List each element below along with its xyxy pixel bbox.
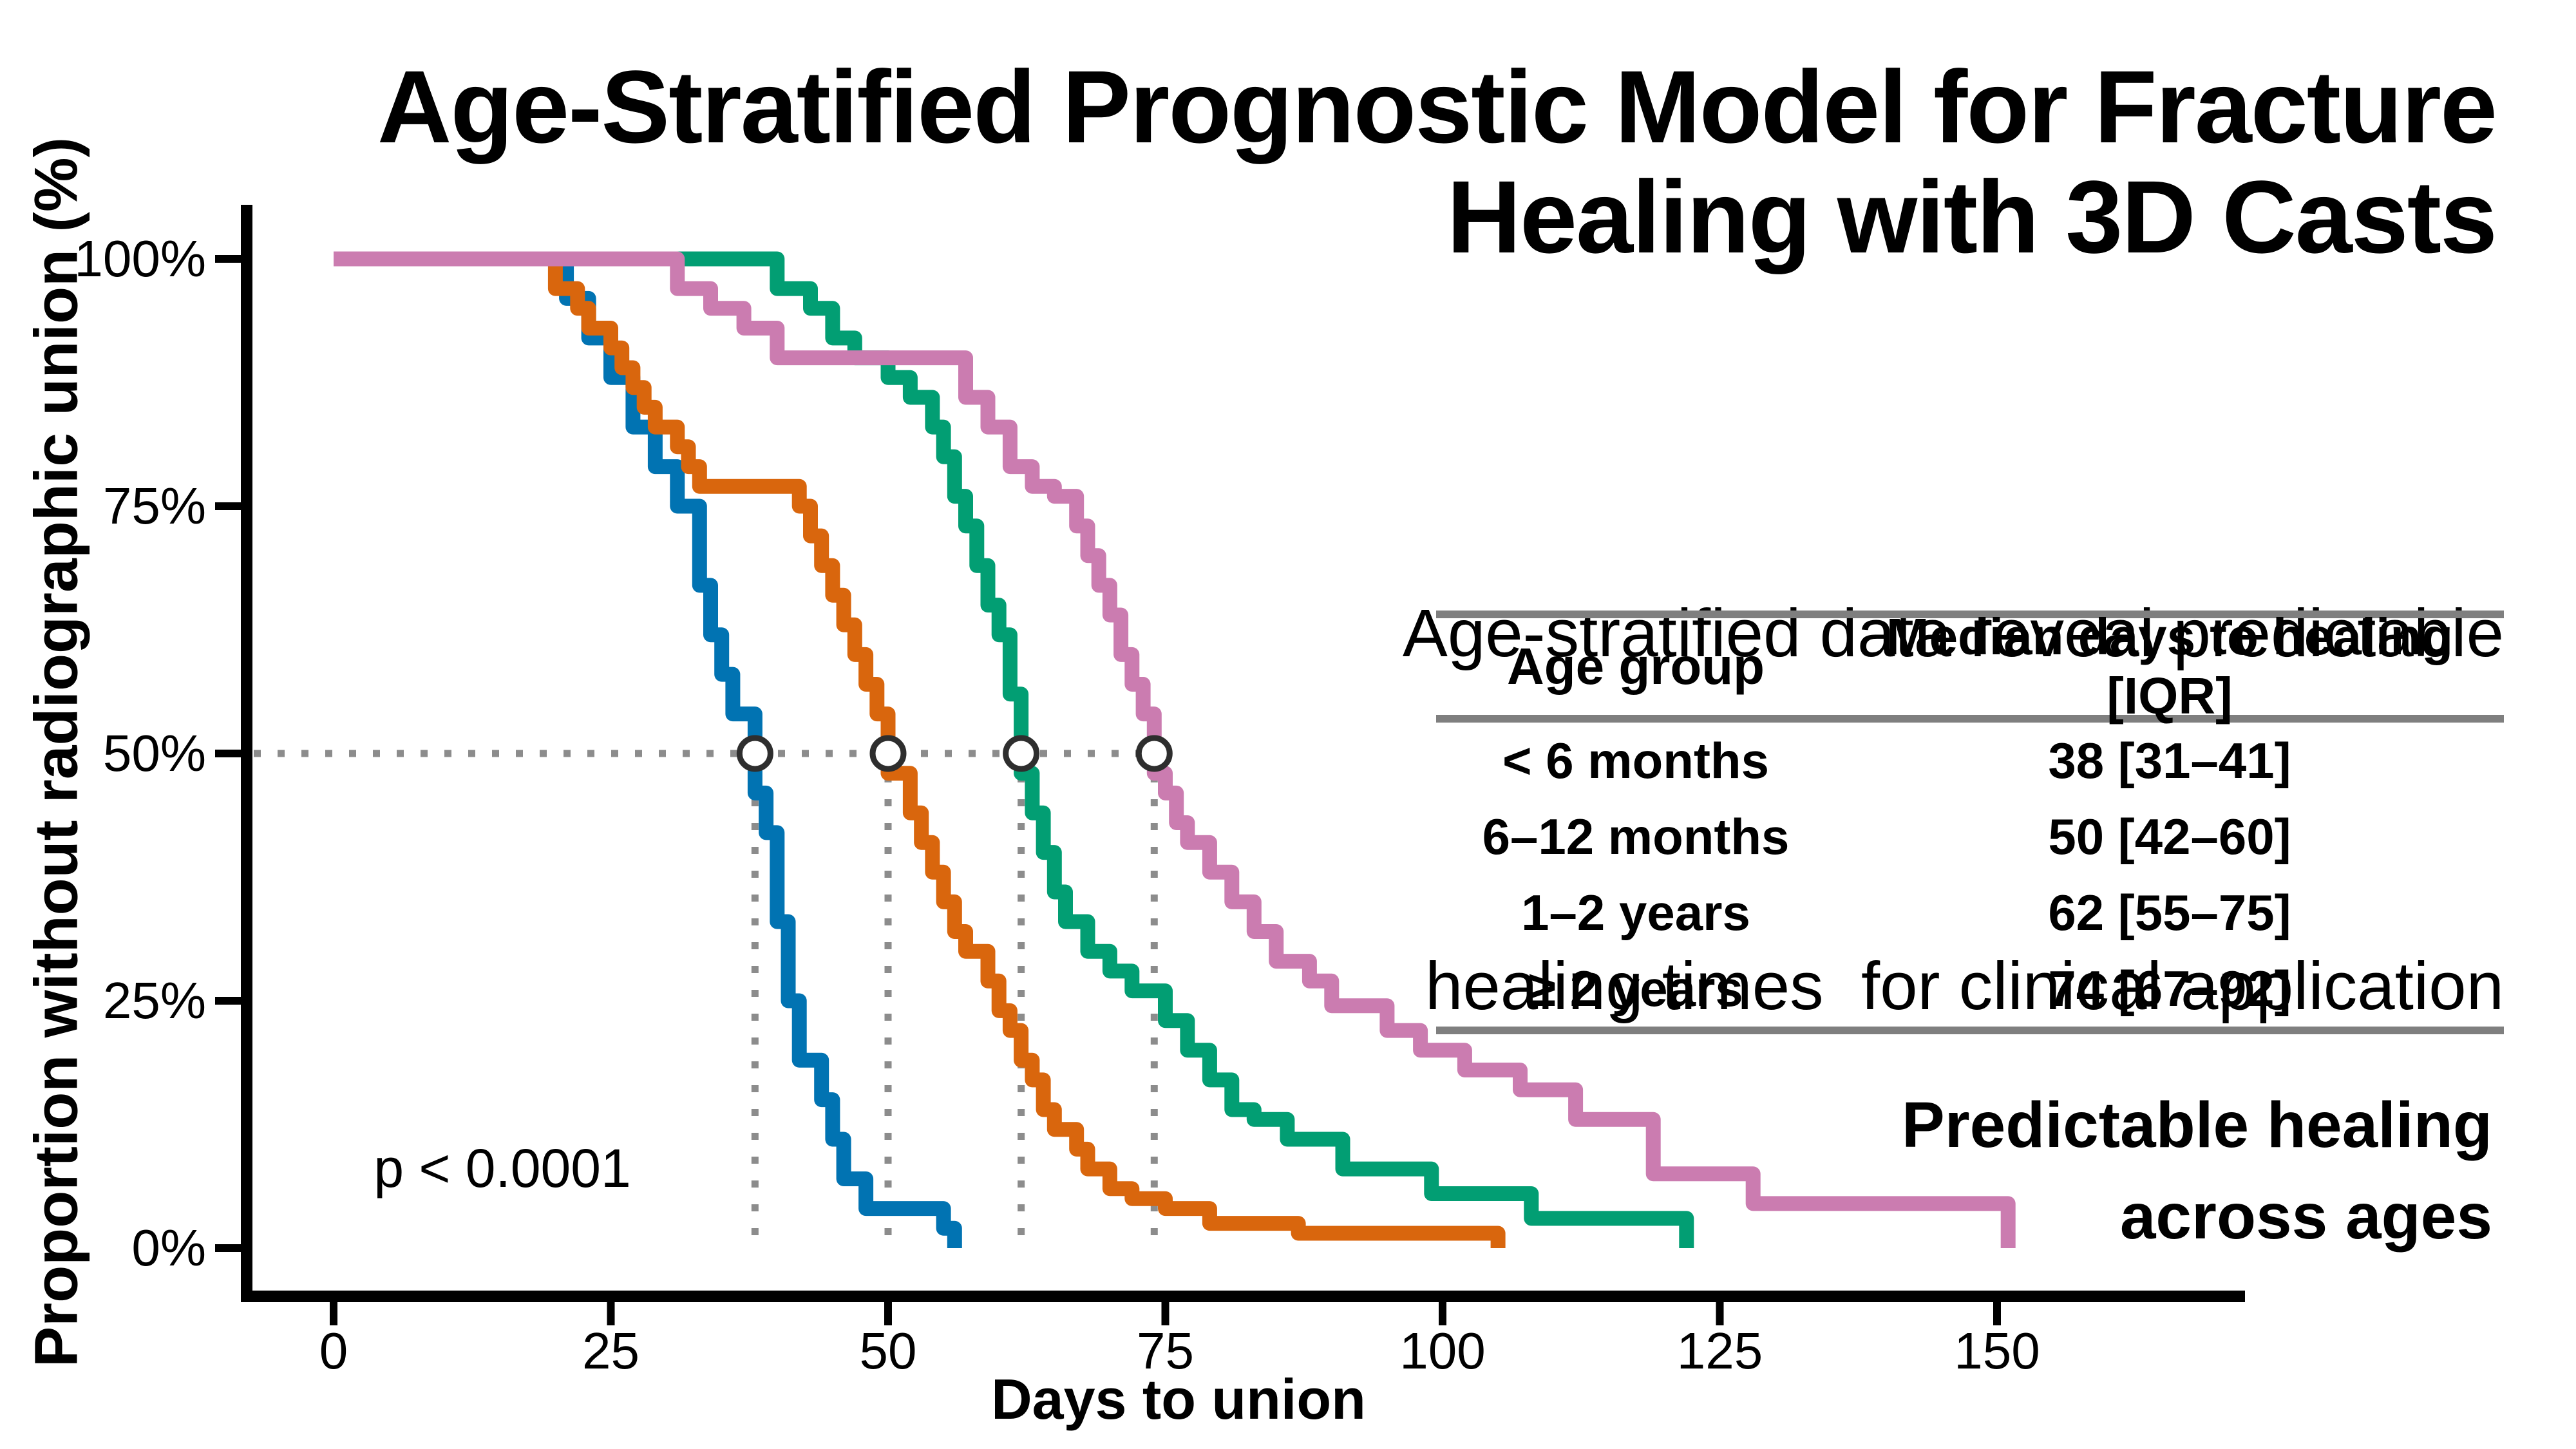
y-axis-title: Proportion without radiographic union (%… [22,137,91,1368]
x-tick-label: 25 [582,1322,639,1379]
y-tick-mark [215,255,241,263]
chart-subtitle-line1: Age-stratified data reveal predictable [1402,596,2504,672]
x-axis-spine [241,1291,2245,1302]
table-row: 6–12 months 50 [42–60] [1436,799,2504,875]
median-table: Age group Median days to healing [IQR] <… [1436,608,2504,1034]
chart-subtitle: Age-stratified data reveal predictable h… [1403,340,2504,1164]
km-curve-1-2-years [334,251,1694,1248]
caption-line2: across ages [2119,1180,2492,1253]
y-tick-label: 25% [102,972,206,1029]
x-tick-mark [1716,1302,1724,1325]
km-curve--2-years [334,251,2016,1248]
x-tick-mark [1161,1302,1170,1325]
x-tick-mark [330,1302,337,1325]
y-tick-label: 0% [131,1219,206,1276]
y-axis-spine [241,205,252,1302]
chart-title-line2: Healing with 3D Casts [1446,159,2497,275]
row-age: < 6 months [1502,732,1769,789]
x-tick-label: 0 [319,1322,348,1379]
km-curve-6-12-months [334,251,1506,1248]
x-tick-mark [607,1302,615,1325]
y-tick-label: 100% [74,230,206,287]
x-tick-label: 150 [1954,1322,2040,1379]
chart-title: Age-Stratified Prognostic Model for Frac… [377,49,2497,275]
median-table-header: Age group Median days to healing [IQR] [1436,608,2504,724]
y-tick-label: 75% [102,477,206,535]
row-value: 50 [42–60] [2048,808,2291,865]
x-tick-mark [1993,1302,2001,1325]
median-marker [1003,735,1040,772]
y-tick-mark [215,997,241,1005]
caption: Predictable healing across ages [1902,1079,2492,1262]
row-value: 74 [67–92] [2048,960,2291,1017]
row-value: 38 [31–41] [2048,732,2291,789]
x-tick-label: 50 [859,1322,917,1379]
median-marker [869,735,907,772]
header-age-group: Age group [1507,638,1765,695]
y-tick-mark [215,502,241,510]
table-row: < 6 months 38 [31–41] [1436,723,2504,799]
x-tick-label: 75 [1137,1322,1194,1379]
row-age: 1–2 years [1521,884,1750,941]
x-axis-title: Days to union [991,1367,1366,1431]
p-value-annotation: p < 0.0001 [374,1138,631,1198]
median-marker [1135,735,1173,772]
header-median-days: Median days to healing [IQR] [1886,608,2454,724]
y-tick-mark [215,750,241,757]
x-tick-mark [1439,1302,1446,1325]
median-marker [736,735,773,772]
x-tick-label: 100 [1399,1322,1486,1379]
x-tick-label: 125 [1676,1322,1763,1379]
y-tick-mark [215,1244,241,1252]
row-age: ≥ 2 years [1528,960,1743,1017]
table-row: ≥ 2 years 74 [67–92] [1436,951,2504,1027]
table-row: 1–2 years 62 [55–75] [1436,875,2504,951]
chart-subtitle-line2: healing times for clinical application [1425,949,2504,1025]
row-value: 62 [55–75] [2048,884,2291,941]
chart-title-line1: Age-Stratified Prognostic Model for Frac… [377,49,2497,164]
caption-line1: Predictable healing [1902,1089,2492,1161]
row-age: 6–12 months [1482,808,1790,865]
y-tick-label: 50% [102,724,206,782]
x-tick-mark [884,1302,892,1325]
